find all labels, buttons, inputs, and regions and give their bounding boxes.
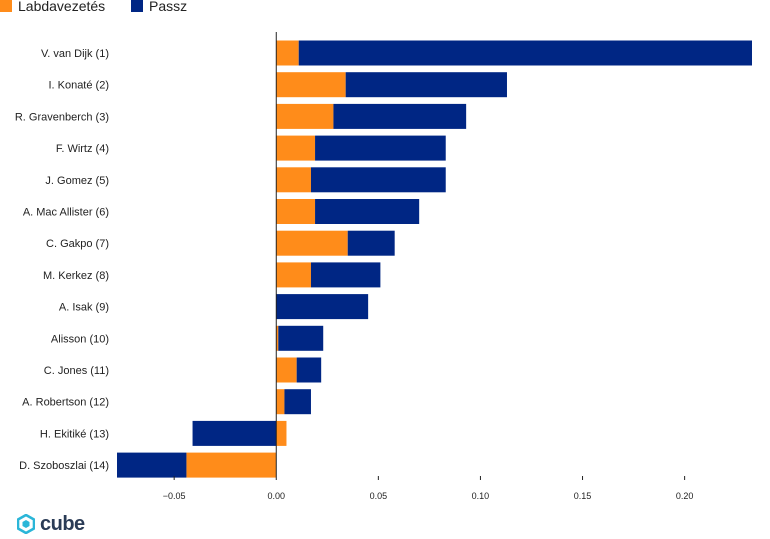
bar-passz-j-gomez-5 [310, 167, 446, 193]
bar-passz-a-mac-allister-6 [315, 199, 420, 224]
bar-labdavezetes-v-van-dijk-1 [276, 40, 299, 66]
bar-labdavezetes-d-szoboszlai-14 [186, 452, 277, 478]
category-label-a-isak-9: A. Isak (9) [59, 302, 109, 314]
bar-labdavezetes-i-konate-2 [276, 72, 346, 98]
bar-passz-a-isak-9 [276, 294, 369, 320]
category-label-m-kerkez-8: M. Kerkez (8) [43, 270, 109, 282]
bars-group [117, 40, 752, 478]
bar-labdavezetes-f-wirtz-4 [276, 135, 316, 161]
bar-passz-f-wirtz-4 [315, 135, 446, 161]
bar-labdavezetes-h-ekitike-13 [276, 420, 287, 446]
x-tick-label-4: 0.15 [574, 491, 592, 501]
legend-swatch-labdavezetes [0, 0, 12, 12]
x-tick-label-0: −0.05 [163, 491, 186, 501]
category-label-r-gravenberch-3: R. Gravenberch (3) [15, 111, 109, 123]
bar-labdavezetes-a-mac-allister-6 [276, 199, 316, 224]
x-tick-label-2: 0.05 [370, 491, 388, 501]
category-label-c-jones-11: C. Jones (11) [44, 365, 109, 377]
x-axis: −0.05 0.00 0.05 0.10 0.15 0.20 [163, 476, 694, 501]
category-label-d-szoboszlai-14: D. Szoboszlai (14) [19, 460, 109, 472]
bar-labdavezetes-j-gomez-5 [276, 167, 311, 193]
cube-logo-text: cube [40, 513, 85, 535]
category-label-c-gakpo-7: C. Gakpo (7) [46, 238, 109, 250]
bar-labdavezetes-c-jones-11 [276, 357, 297, 383]
bar-labdavezetes-alisson-10 [276, 325, 279, 351]
bar-passz-m-kerkez-8 [310, 262, 381, 288]
cube-logo: cube [17, 514, 85, 534]
category-label-alisson-10: Alisson (10) [51, 333, 109, 345]
bar-passz-d-szoboszlai-14 [117, 452, 187, 478]
bar-passz-h-ekitike-13 [192, 420, 277, 446]
legend-swatch-passz [131, 0, 143, 12]
category-label-a-mac-allister-6: A. Mac Allister (6) [23, 207, 109, 219]
bar-passz-alisson-10 [278, 325, 324, 351]
category-labels: V. van Dijk (1) I. Konaté (2) R. Gravenber… [15, 48, 109, 472]
category-label-i-konate-2: I. Konaté (2) [48, 80, 109, 92]
bar-labdavezetes-m-kerkez-8 [276, 262, 311, 288]
bar-labdavezetes-a-robertson-12 [276, 389, 285, 415]
category-label-v-van-dijk-1: V. van Dijk (1) [41, 48, 109, 60]
bar-labdavezetes-r-gravenberch-3 [276, 103, 334, 129]
cube-logo-icon [17, 514, 35, 534]
bar-passz-a-robertson-12 [284, 389, 311, 415]
bar-passz-i-konate-2 [345, 72, 507, 98]
category-label-a-robertson-12: A. Robertson (12) [22, 397, 109, 409]
x-tick-label-5: 0.20 [676, 491, 694, 501]
bar-labdavezetes-c-gakpo-7 [276, 230, 348, 256]
category-label-h-ekitike-13: H. Ekitiké (13) [40, 428, 109, 440]
bar-passz-v-van-dijk-1 [298, 40, 752, 66]
bar-passz-c-gakpo-7 [347, 230, 395, 256]
legend-label-passz: Passz [149, 0, 187, 14]
x-tick-label-3: 0.10 [472, 491, 490, 501]
x-tick-label-1: 0.00 [267, 491, 285, 501]
category-label-f-wirtz-4: F. Wirtz (4) [56, 143, 109, 155]
bar-passz-r-gravenberch-3 [333, 103, 467, 129]
bar-passz-c-jones-11 [296, 357, 322, 383]
chart-legend: Labdavezetés Passz [0, 0, 187, 14]
category-label-j-gomez-5: J. Gomez (5) [45, 175, 109, 187]
legend-label-labdavezetes: Labdavezetés [18, 0, 105, 14]
